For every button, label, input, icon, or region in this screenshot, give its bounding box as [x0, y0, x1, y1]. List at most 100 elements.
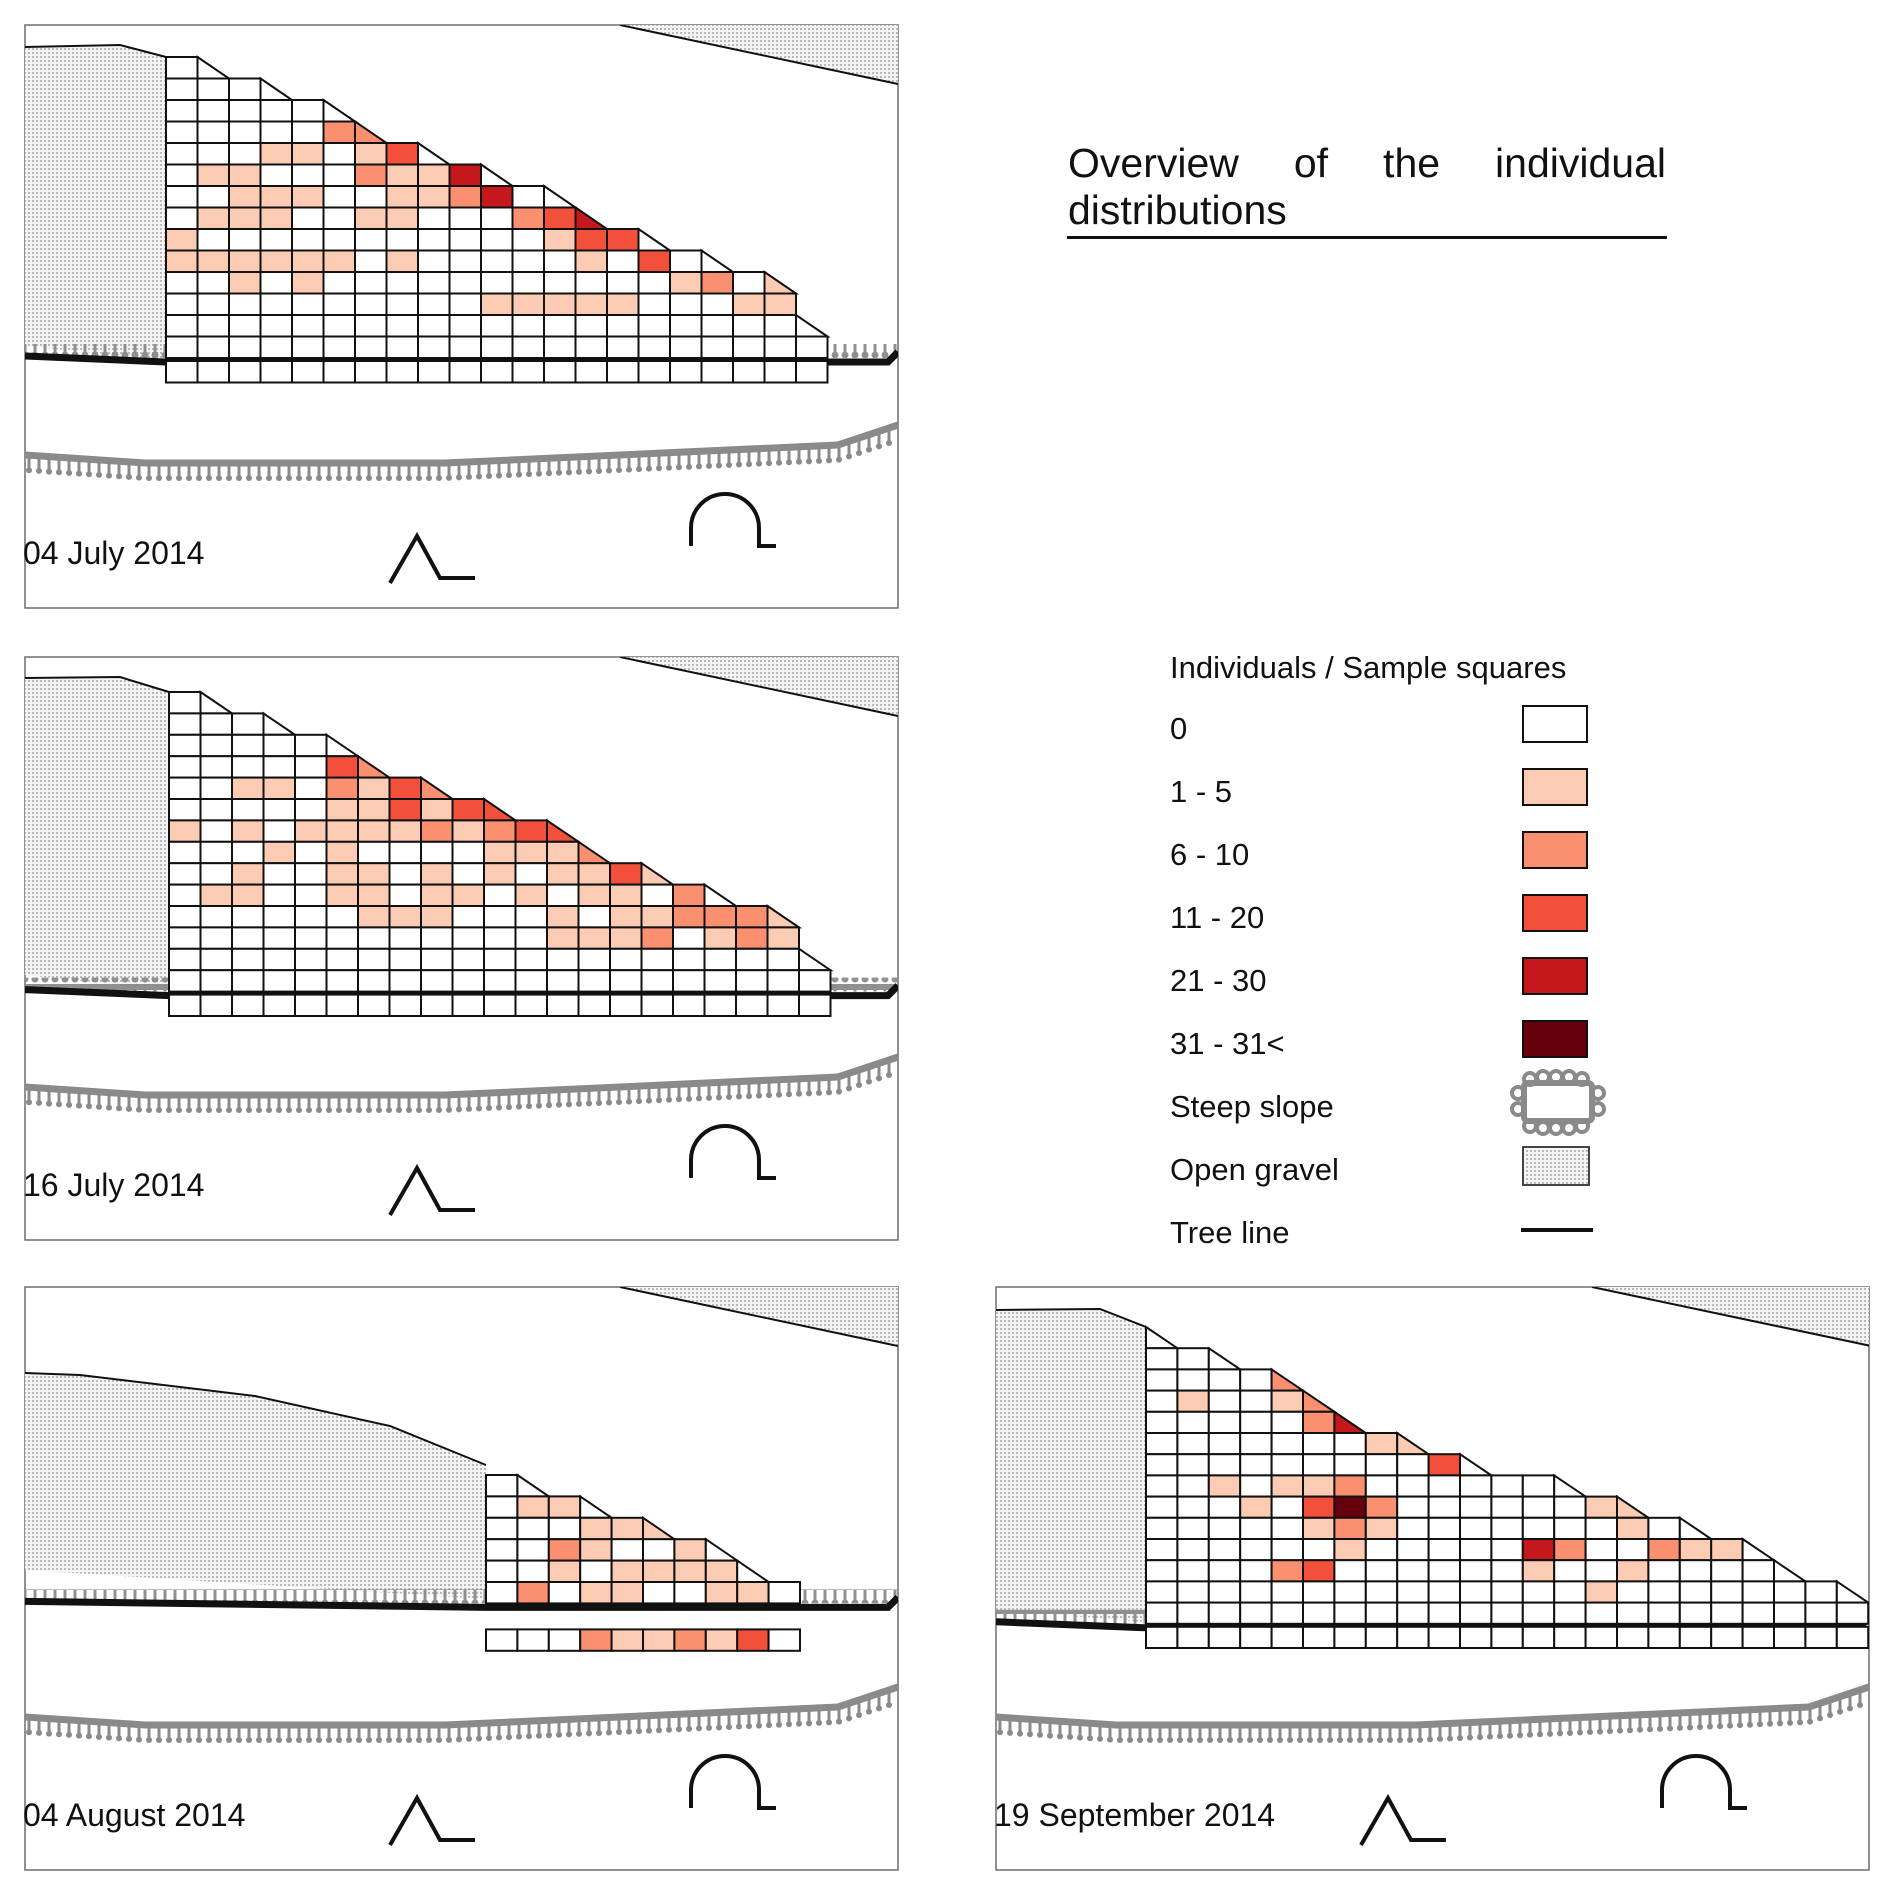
- slope-tick-end: [166, 475, 172, 481]
- slope-tick-end: [46, 468, 52, 475]
- slope-tick-end: [1687, 1724, 1693, 1731]
- sample-square: [165, 249, 199, 273]
- slope-tick-end: [626, 1098, 632, 1105]
- sample-square: [294, 905, 328, 929]
- sample-square: [322, 120, 356, 144]
- sample-square: [483, 947, 517, 972]
- sample-square: [1333, 1453, 1367, 1477]
- slope-tick-end: [36, 1729, 42, 1736]
- sample-square: [1176, 1538, 1210, 1562]
- slope-tick-end: [466, 1735, 472, 1742]
- sample-square: [577, 905, 611, 929]
- slope-tick-end: [1407, 1737, 1413, 1743]
- sample-square: [259, 314, 293, 338]
- sample-square: [485, 1538, 519, 1562]
- sample-square: [420, 905, 454, 929]
- slope-tick-end: [1427, 1736, 1433, 1743]
- sample-square: [1176, 1432, 1210, 1456]
- sample-square: [672, 969, 706, 993]
- slope-tick-end: [1647, 1726, 1653, 1733]
- slope-tick-end: [466, 473, 472, 480]
- sample-square: [514, 883, 548, 907]
- sample-square: [732, 314, 766, 338]
- slope-tick-end: [336, 1107, 342, 1113]
- sample-square: [543, 206, 577, 230]
- slope-tick-end: [516, 1103, 522, 1110]
- legend-swatch-0: [1522, 705, 1588, 743]
- sample-square: [1333, 1559, 1367, 1583]
- sample-square: [322, 314, 356, 338]
- slope-tick-end: [46, 1730, 52, 1737]
- slope-tick-end: [216, 1737, 222, 1743]
- sample-square: [672, 926, 706, 950]
- slope-tick-end: [736, 1093, 742, 1100]
- slope-tick-end: [416, 1737, 422, 1743]
- slope-tick-end: [106, 1734, 112, 1741]
- sample-square: [514, 926, 548, 950]
- sample-square: [1239, 1580, 1273, 1604]
- slope-tick-end: [226, 1737, 232, 1743]
- slope-tick-end: [756, 460, 762, 467]
- sample-square: [417, 228, 451, 252]
- slope-tick-end: [706, 1724, 712, 1731]
- sample-square-below-tree-line: [673, 1628, 707, 1652]
- sample-square: [1207, 1580, 1242, 1604]
- sample-square: [1270, 1474, 1304, 1498]
- sample-square: [763, 335, 797, 359]
- slope-tick-end: [436, 1737, 442, 1743]
- arch-symbol-icon: [689, 1124, 776, 1180]
- sample-square: [199, 755, 233, 779]
- legend-row-21-30: 21 - 30: [1170, 957, 1620, 1007]
- sample-square: [485, 1559, 519, 1583]
- sample-square-below-tree-line: [1302, 1625, 1336, 1650]
- sample-square: [1302, 1410, 1336, 1435]
- sample-square: [1364, 1474, 1399, 1498]
- sample-square: [483, 905, 517, 929]
- sample-square: [1490, 1580, 1524, 1604]
- slope-tick-end: [126, 1105, 132, 1112]
- sample-square: [577, 926, 611, 950]
- sample-square: [609, 862, 643, 886]
- sample-square: [196, 185, 230, 209]
- sample-square: [547, 1516, 582, 1541]
- sample-square: [231, 905, 265, 929]
- slope-tick-end: [1467, 1734, 1473, 1741]
- legend-swatch-31-plus: [1522, 1020, 1588, 1058]
- sample-square: [637, 271, 671, 295]
- slope-tick-end: [1587, 1729, 1593, 1736]
- sample-square: [417, 249, 451, 273]
- slope-tick-end: [336, 475, 342, 481]
- sample-square: [451, 819, 485, 843]
- sample-square-below-tree-line: [259, 360, 293, 384]
- sample-square: [672, 905, 706, 929]
- slope-tick-end: [786, 459, 792, 466]
- slope-tick-end: [1117, 1737, 1123, 1743]
- sample-square: [1459, 1580, 1493, 1604]
- sample-square: [354, 292, 388, 316]
- sample-square: [1239, 1495, 1273, 1519]
- sample-square: [514, 840, 548, 865]
- slope-tick-end: [1187, 1737, 1193, 1743]
- sample-square: [732, 335, 766, 359]
- sample-square: [485, 1516, 519, 1541]
- slope-tick-end: [286, 475, 292, 481]
- sample-square: [385, 314, 419, 338]
- sample-square-below-tree-line: [1427, 1625, 1461, 1650]
- sample-square: [1333, 1601, 1367, 1625]
- sample-square: [228, 120, 262, 144]
- slope-tick-end: [846, 1715, 852, 1722]
- slope-tick-end: [736, 461, 742, 468]
- sample-square: [546, 947, 580, 972]
- slope-tick-end: [336, 1737, 342, 1743]
- slope-tick-end: [1507, 1732, 1513, 1739]
- slope-tick-end: [876, 443, 882, 450]
- slope-tick-end: [486, 472, 492, 479]
- slope-tick-end: [886, 1702, 892, 1708]
- sample-square: [259, 206, 293, 230]
- slope-tick-end: [776, 1721, 782, 1728]
- sample-square: [259, 99, 293, 123]
- sample-square: [262, 862, 296, 886]
- sample-square-below-tree-line: [262, 993, 296, 1017]
- sample-square: [357, 798, 391, 822]
- sample-square: [231, 776, 265, 800]
